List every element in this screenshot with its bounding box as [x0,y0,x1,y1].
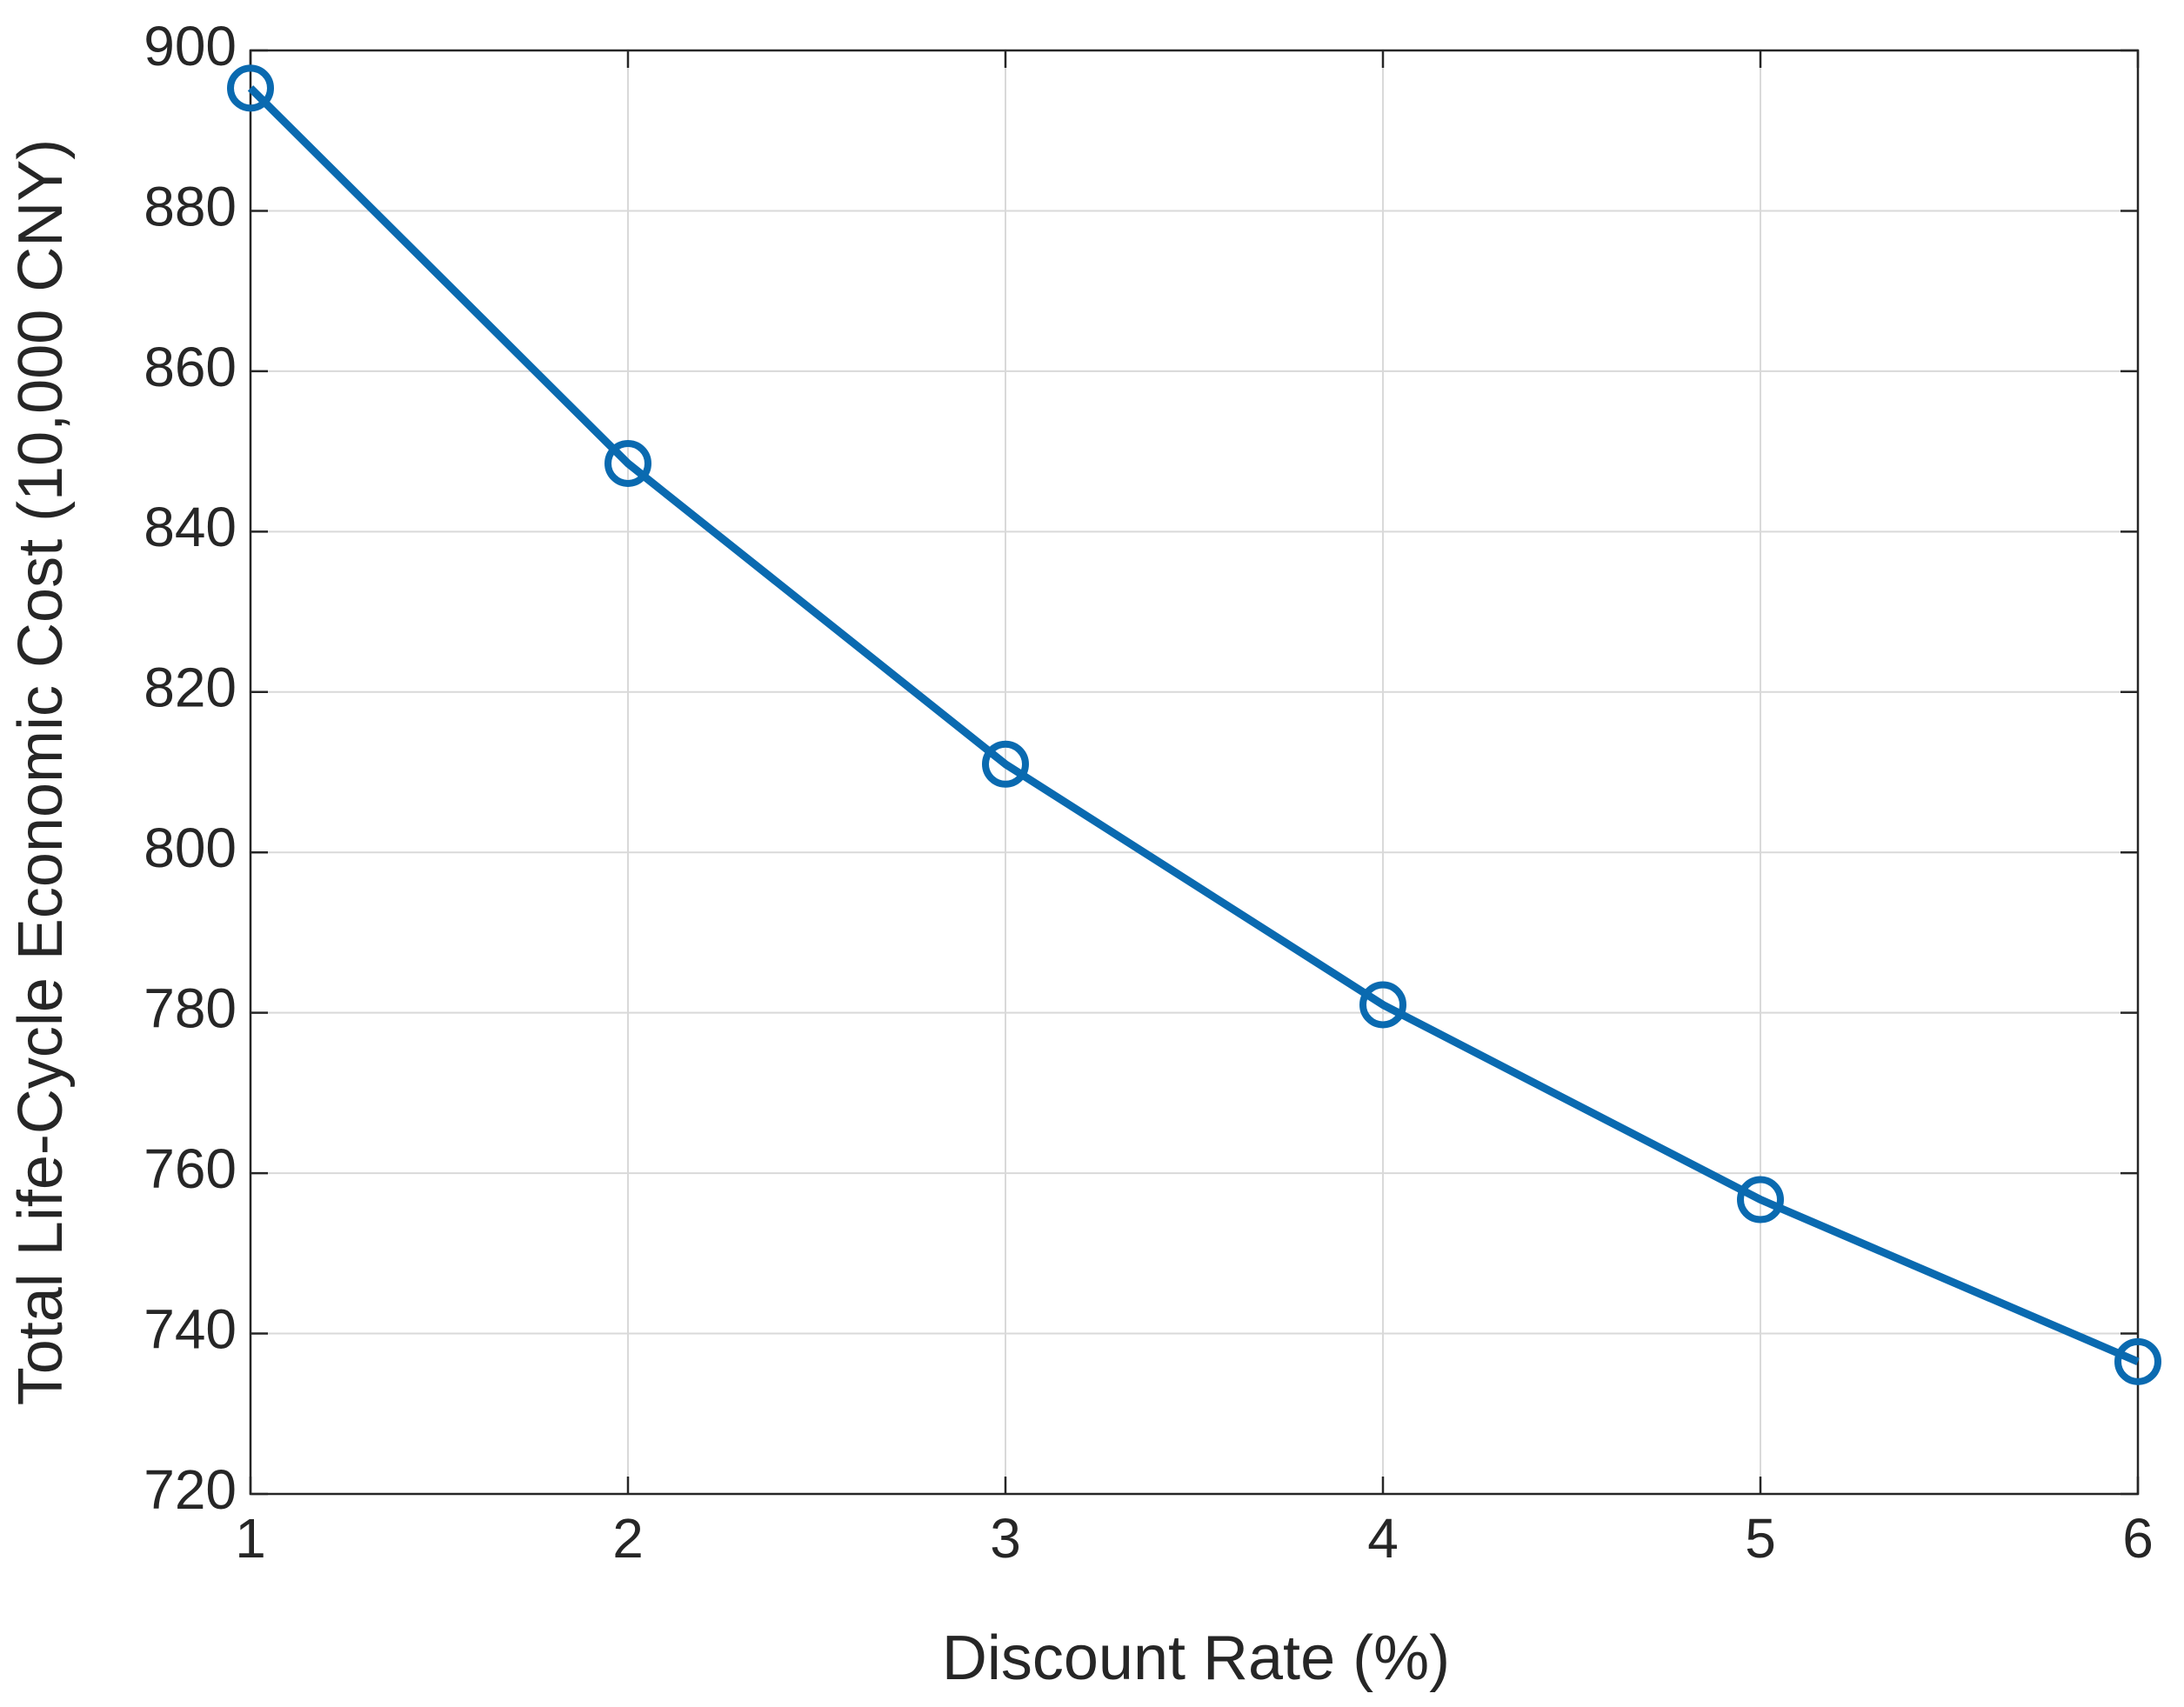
y-tick-label: 800 [144,817,237,879]
data-point [227,64,274,112]
x-tick-label: 1 [235,1507,266,1570]
data-line [247,85,2140,1365]
y-tick-label: 860 [144,336,237,398]
plot-frame [249,49,2140,1496]
y-tick-label: 740 [144,1297,237,1360]
y-tick-label: 900 [144,15,237,77]
y-axis-label: Total Life-Cycle Economic Cost (10,000 C… [6,139,76,1406]
y-tick-label: 840 [144,496,237,558]
x-tick-label: 4 [1367,1507,1399,1570]
y-tick-label: 820 [144,657,237,719]
y-tick-label: 880 [144,175,237,237]
y-tick-label: 760 [144,1137,237,1200]
data-point [2114,1337,2161,1385]
data-point [1359,981,1406,1029]
x-tick-label: 2 [612,1507,644,1570]
data-point [604,439,651,487]
x-tick-label: 5 [1745,1507,1776,1570]
x-axis-label: Discount Rate (%) [942,1624,1450,1693]
x-tick-label: 6 [2122,1507,2154,1570]
data-point [982,740,1029,788]
y-tick-label: 720 [144,1458,237,1521]
y-tick-label: 780 [144,977,237,1040]
data-point [1737,1176,1784,1224]
x-tick-label: 3 [990,1507,1021,1570]
